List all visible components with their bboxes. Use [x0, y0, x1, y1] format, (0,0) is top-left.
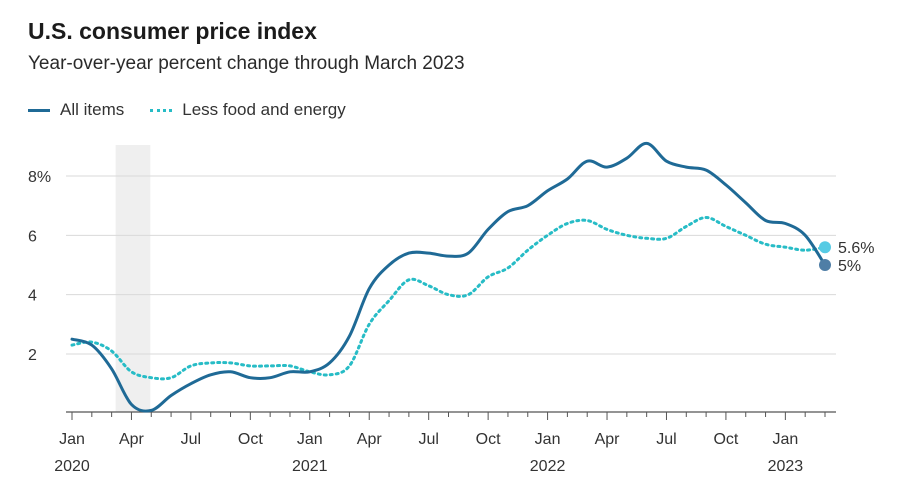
- legend-swatch-dotted: [150, 108, 173, 112]
- chart-title: U.S. consumer price index: [28, 18, 317, 44]
- legend-item-core: Less food and energy: [150, 100, 346, 120]
- legend-label-core: Less food and energy: [182, 100, 346, 119]
- x-tick-label: Jan: [297, 431, 323, 448]
- x-tick-label: Oct: [713, 431, 738, 448]
- end-point-core: [819, 241, 831, 254]
- x-tick-label: Apr: [357, 431, 383, 448]
- x-tick-label: Jul: [418, 431, 438, 448]
- x-tick-label: Jan: [59, 431, 85, 448]
- end-label-all-items: 5%: [838, 258, 861, 275]
- end-point-all-items: [819, 259, 831, 271]
- end-label-core: 5.6%: [838, 240, 874, 257]
- x-year-label: 2023: [768, 458, 804, 475]
- y-tick-label: 2: [28, 347, 37, 364]
- recession-band: [115, 145, 151, 412]
- chart-subtitle: Year-over-year percent change through Ma…: [28, 53, 465, 74]
- x-year-label: 2022: [530, 458, 566, 475]
- x-tick-label: Jul: [181, 431, 201, 448]
- x-tick-label: Jul: [656, 431, 676, 448]
- series-all-items-line: [70, 141, 827, 413]
- x-tick-label: Jan: [535, 431, 561, 448]
- legend-item-all-items: All items: [28, 100, 124, 120]
- y-tick-label: 6: [28, 228, 37, 245]
- legend-swatch-solid: [28, 108, 50, 112]
- legend: All items Less food and energy: [28, 100, 372, 120]
- x-tick-label: Jan: [772, 431, 798, 448]
- y-tick-label: 8%: [28, 169, 51, 186]
- legend-label-all-items: All items: [60, 100, 125, 119]
- x-tick-label: Oct: [238, 431, 263, 448]
- series-core-line: [70, 216, 827, 381]
- x-tick-label: Apr: [595, 431, 621, 448]
- x-tick-label: Oct: [476, 431, 501, 448]
- y-tick-label: 4: [28, 288, 37, 305]
- x-tick-label: Apr: [119, 431, 145, 448]
- x-year-label: 2020: [54, 458, 90, 475]
- x-year-label: 2021: [292, 458, 328, 475]
